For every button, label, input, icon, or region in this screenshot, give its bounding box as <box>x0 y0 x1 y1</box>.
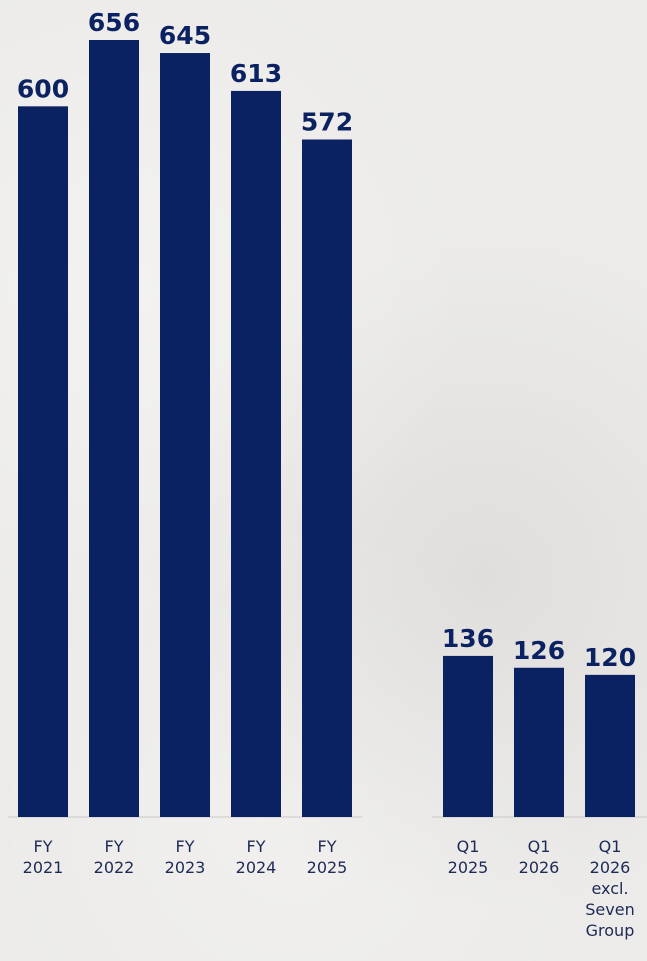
tick-label-1-2-3: Seven <box>585 900 634 919</box>
bar-0-4 <box>302 139 352 817</box>
value-label-0-3: 613 <box>230 59 282 88</box>
tick-label-1-0-0: Q1 <box>457 837 480 856</box>
tick-label-1-2-1: 2026 <box>590 858 631 877</box>
tick-label-0-2-0: FY <box>176 837 195 856</box>
value-label-0-1: 656 <box>88 8 140 37</box>
bars-layer <box>18 40 635 818</box>
tick-label-0-0-1: 2021 <box>23 858 64 877</box>
tick-label-0-3-0: FY <box>247 837 266 856</box>
tick-label-0-4-0: FY <box>318 837 337 856</box>
value-label-0-4: 572 <box>301 107 353 136</box>
tick-label-0-4-1: 2025 <box>307 858 348 877</box>
tick-label-1-2-0: Q1 <box>599 837 622 856</box>
tick-label-0-0-0: FY <box>34 837 53 856</box>
bar-0-1 <box>89 40 139 817</box>
bar-0-2 <box>160 53 210 817</box>
tick-labels-layer: FY 2021 FY 2022 FY 2023 FY 2024 FY 2025 Q1 2025 Q1 20… <box>23 837 635 940</box>
bar-0-0 <box>18 106 68 817</box>
value-label-0-2: 645 <box>159 21 211 50</box>
tick-label-0-1-1: 2022 <box>94 858 135 877</box>
tick-label-0-2-1: 2023 <box>165 858 206 877</box>
value-labels-layer: 600 656 645 613 572 136 126 120 <box>17 8 636 672</box>
tick-label-1-0-1: 2025 <box>448 858 489 877</box>
tick-label-0-1-0: FY <box>105 837 124 856</box>
value-label-1-0: 136 <box>442 624 494 653</box>
value-label-1-2: 120 <box>584 643 636 672</box>
tick-label-1-2-2: excl. <box>591 879 628 898</box>
tick-label-1-2-4: Group <box>586 921 635 940</box>
bar-1-2 <box>585 674 635 817</box>
tick-label-0-3-1: 2024 <box>236 858 277 877</box>
tick-label-1-1-1: 2026 <box>519 858 560 877</box>
value-label-0-0: 600 <box>17 74 69 103</box>
bar-1-1 <box>514 667 564 817</box>
tick-label-1-1-0: Q1 <box>528 837 551 856</box>
bar-1-0 <box>443 655 493 817</box>
value-label-1-1: 126 <box>513 636 565 665</box>
bar-0-3 <box>231 90 281 818</box>
